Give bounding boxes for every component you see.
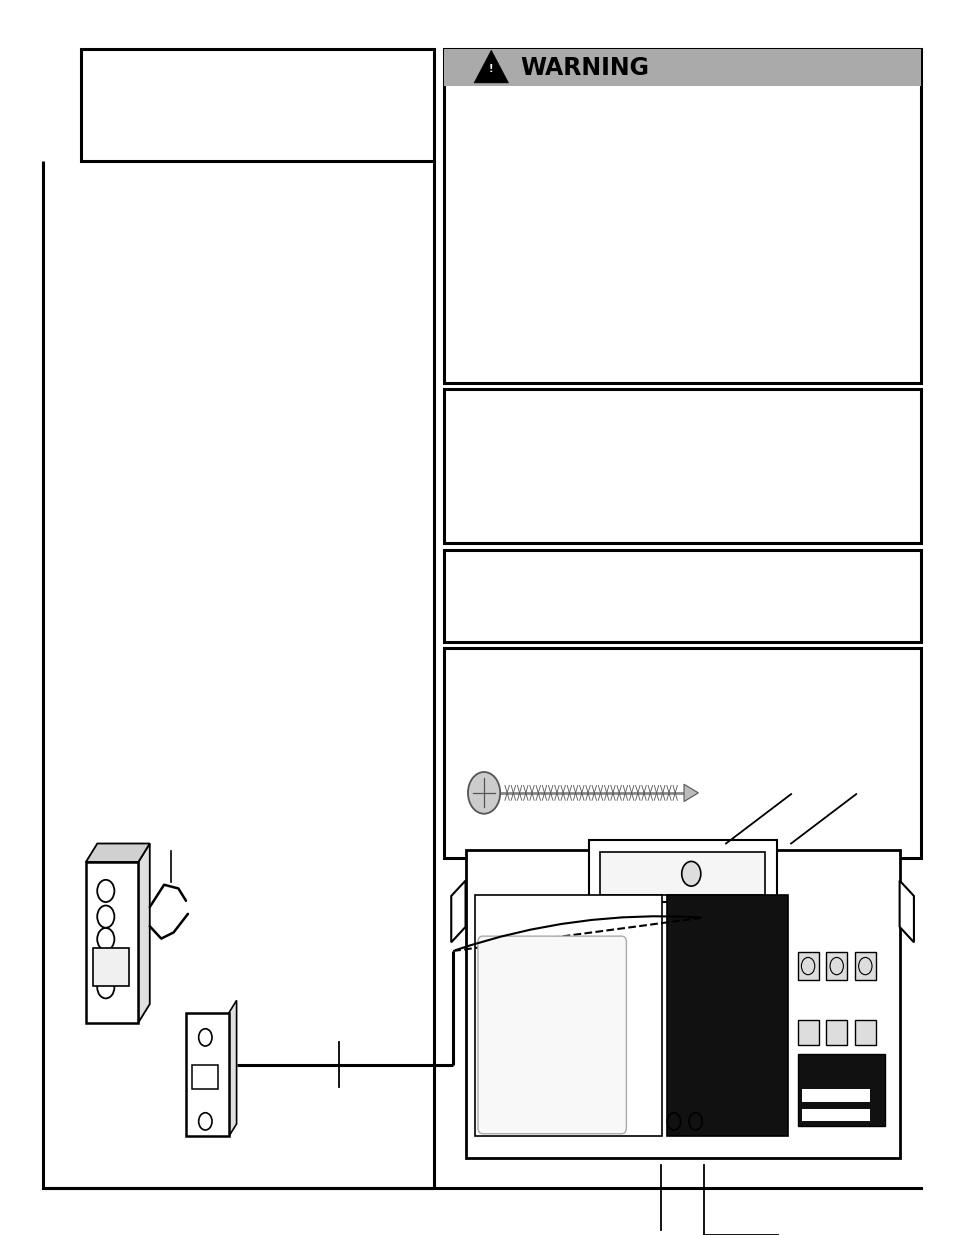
Bar bbox=[443, 648, 920, 858]
Bar bbox=[443, 550, 920, 642]
Bar bbox=[666, 895, 787, 1136]
Bar bbox=[797, 952, 818, 979]
Polygon shape bbox=[86, 844, 150, 862]
Bar bbox=[443, 49, 920, 383]
Polygon shape bbox=[572, 701, 584, 731]
Bar bbox=[443, 389, 920, 543]
Polygon shape bbox=[451, 881, 465, 942]
Polygon shape bbox=[229, 1000, 236, 1136]
Polygon shape bbox=[899, 881, 913, 942]
FancyBboxPatch shape bbox=[470, 697, 493, 736]
Bar bbox=[797, 1020, 818, 1045]
Bar bbox=[443, 49, 920, 86]
Bar bbox=[186, 1013, 229, 1136]
Bar bbox=[801, 1089, 869, 1102]
Bar bbox=[801, 1109, 869, 1121]
Bar bbox=[825, 1020, 846, 1045]
Bar bbox=[599, 852, 764, 895]
Bar bbox=[92, 948, 130, 986]
Polygon shape bbox=[683, 784, 698, 802]
Bar bbox=[854, 1020, 875, 1045]
FancyBboxPatch shape bbox=[480, 694, 578, 739]
Polygon shape bbox=[138, 844, 150, 1023]
Bar bbox=[465, 850, 899, 1158]
Bar bbox=[854, 952, 875, 979]
Circle shape bbox=[681, 862, 700, 887]
Circle shape bbox=[467, 772, 499, 814]
Text: WARNING: WARNING bbox=[519, 56, 648, 80]
Text: !: ! bbox=[489, 64, 493, 74]
Polygon shape bbox=[474, 51, 508, 83]
Bar bbox=[475, 895, 661, 1136]
FancyBboxPatch shape bbox=[741, 679, 783, 701]
Bar bbox=[797, 1055, 884, 1126]
Bar bbox=[825, 952, 846, 979]
Bar bbox=[192, 1065, 217, 1089]
Bar bbox=[588, 840, 776, 902]
FancyBboxPatch shape bbox=[477, 936, 626, 1134]
Bar bbox=[86, 862, 138, 1023]
Bar bbox=[81, 49, 434, 161]
